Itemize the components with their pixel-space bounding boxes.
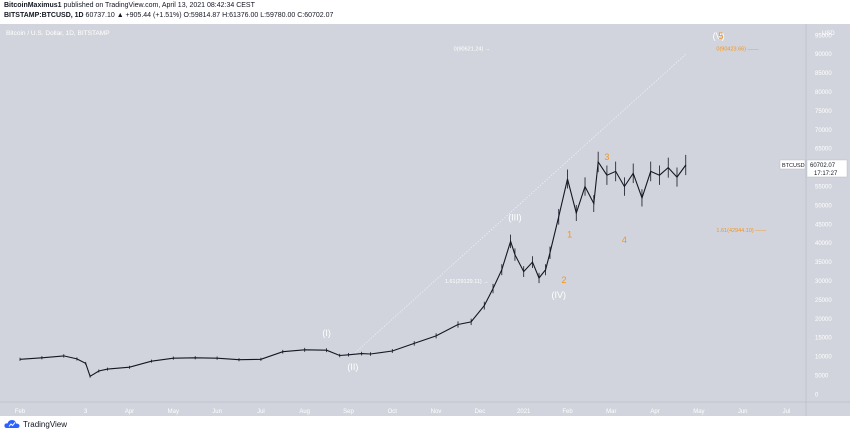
quote-values: 60737.10 ▲ +905.44 (+1.51%) O:59814.87 H… (85, 12, 334, 19)
time-tick-label: Jun (212, 409, 222, 415)
chart-frame[interactable]: Bitcoin / U.S. Dollar, 1D, BITSTAMP USD … (0, 24, 850, 416)
time-tick-label: May (693, 409, 704, 415)
time-tick-label: 2021 (517, 409, 531, 415)
price-tick-label: 55000 (815, 185, 832, 191)
last-price-marker: BTCUSD 60702.07 17:17:27 (779, 159, 848, 178)
last-price-value: 60702.07 (810, 163, 836, 169)
annotation-label: (IV) (551, 290, 566, 300)
last-price-symbol: BTCUSD (782, 163, 805, 169)
price-tick-label: 75000 (815, 109, 832, 115)
last-price-box (806, 159, 848, 178)
time-tick-label: Feb (15, 409, 26, 415)
time-tick-label: Feb (562, 409, 573, 415)
annotation-label: (I) (322, 328, 331, 338)
price-tick-label: 80000 (815, 90, 832, 96)
time-tick-label: 3 (84, 409, 88, 415)
price-ticks: 0 5000 10000 15000 20000 25000 30000 35000 40000… (815, 33, 832, 398)
time-tick-label: Nov (431, 409, 442, 415)
plot-area[interactable] (0, 24, 806, 402)
price-series (19, 151, 687, 378)
price-tick-label: 85000 (815, 71, 832, 77)
annotation-label: 4 (622, 235, 627, 245)
time-tick-label: Jul (783, 409, 791, 415)
annotation-label: 1.61(42944.10) —— (716, 228, 766, 234)
annotation-label: 0(90621.24) → (454, 46, 491, 52)
price-tick-label: 90000 (815, 52, 832, 58)
annotation-label: 3 (604, 152, 609, 162)
chart-header: BitcoinMaximus1 published on TradingView… (0, 0, 850, 24)
time-tick-label: Oct (388, 409, 398, 415)
price-tick-label: 50000 (815, 203, 832, 209)
quote-line: BITSTAMP:BTCUSD, 1D 60737.10 ▲ +905.44 (… (4, 12, 333, 19)
currency-label: USD (822, 31, 835, 37)
time-tick-label: Apr (650, 409, 659, 415)
price-axis[interactable] (806, 24, 850, 402)
time-tick-label: Jul (257, 409, 265, 415)
annotation-label: (V) (713, 31, 725, 41)
chart-title: Bitcoin / U.S. Dollar, 1D, BITSTAMP (6, 30, 110, 37)
tradingview-brand: TradingView (23, 419, 68, 429)
price-tick-label: 20000 (815, 317, 832, 323)
annotation-label: 1.61(29129.11) → (445, 279, 489, 285)
annotation-label: 2 (561, 275, 566, 285)
annotation-label: (III) (508, 213, 522, 223)
time-tick-label: May (168, 409, 179, 415)
price-chart[interactable]: Bitcoin / U.S. Dollar, 1D, BITSTAMP USD … (0, 24, 850, 416)
tradingview-logo[interactable]: TradingView (4, 419, 67, 429)
tradingview-cloud-icon (4, 420, 20, 428)
time-tick-label: Dec (475, 409, 486, 415)
last-price-countdown: 17:17:27 (814, 171, 838, 177)
annotation-label: 1 (567, 230, 572, 240)
time-tick-label: Mar (606, 409, 616, 415)
symbol-label[interactable]: BITSTAMP:BTCUSD, 1D (4, 12, 84, 19)
price-tick-label: 40000 (815, 241, 832, 247)
price-tick-label: 95000 (815, 33, 832, 39)
price-tick-label: 65000 (815, 147, 832, 153)
time-ticks: Feb 3 Apr May Jun Jul Aug Sep Oct Nov Dec 2021 Feb Ma… (15, 409, 791, 415)
time-tick-label: Apr (125, 409, 134, 415)
publication-line: BitcoinMaximus1 published on TradingView… (4, 2, 255, 9)
price-tick-label: 10000 (815, 355, 832, 361)
price-tick-label: 25000 (815, 298, 832, 304)
price-tick-label: 0 (815, 392, 819, 398)
price-tick-label: 35000 (815, 260, 832, 266)
annotation-label: 0(90423.66) —— (716, 46, 759, 52)
price-tick-label: 70000 (815, 128, 832, 134)
chart-footer: TradingView (0, 416, 850, 435)
price-tick-label: 30000 (815, 279, 832, 285)
time-tick-label: Aug (299, 409, 310, 415)
published-text: published on TradingView.com, April 13, … (63, 2, 255, 9)
time-axis[interactable] (0, 402, 850, 416)
annotation-label: 5 (718, 31, 723, 41)
annotation-label: (II) (347, 362, 358, 372)
author-name[interactable]: BitcoinMaximus1 (4, 2, 62, 9)
time-tick-label: Jun (738, 409, 748, 415)
price-tick-label: 5000 (815, 374, 829, 380)
last-price-symbol-box (779, 159, 806, 170)
price-tick-label: 45000 (815, 222, 832, 228)
wave-annotations: 0(90621.24) → 0(90423.66) —— 1.61(42944.10… (322, 31, 766, 372)
time-tick-label: Sep (343, 409, 354, 415)
price-tick-label: 15000 (815, 336, 832, 342)
